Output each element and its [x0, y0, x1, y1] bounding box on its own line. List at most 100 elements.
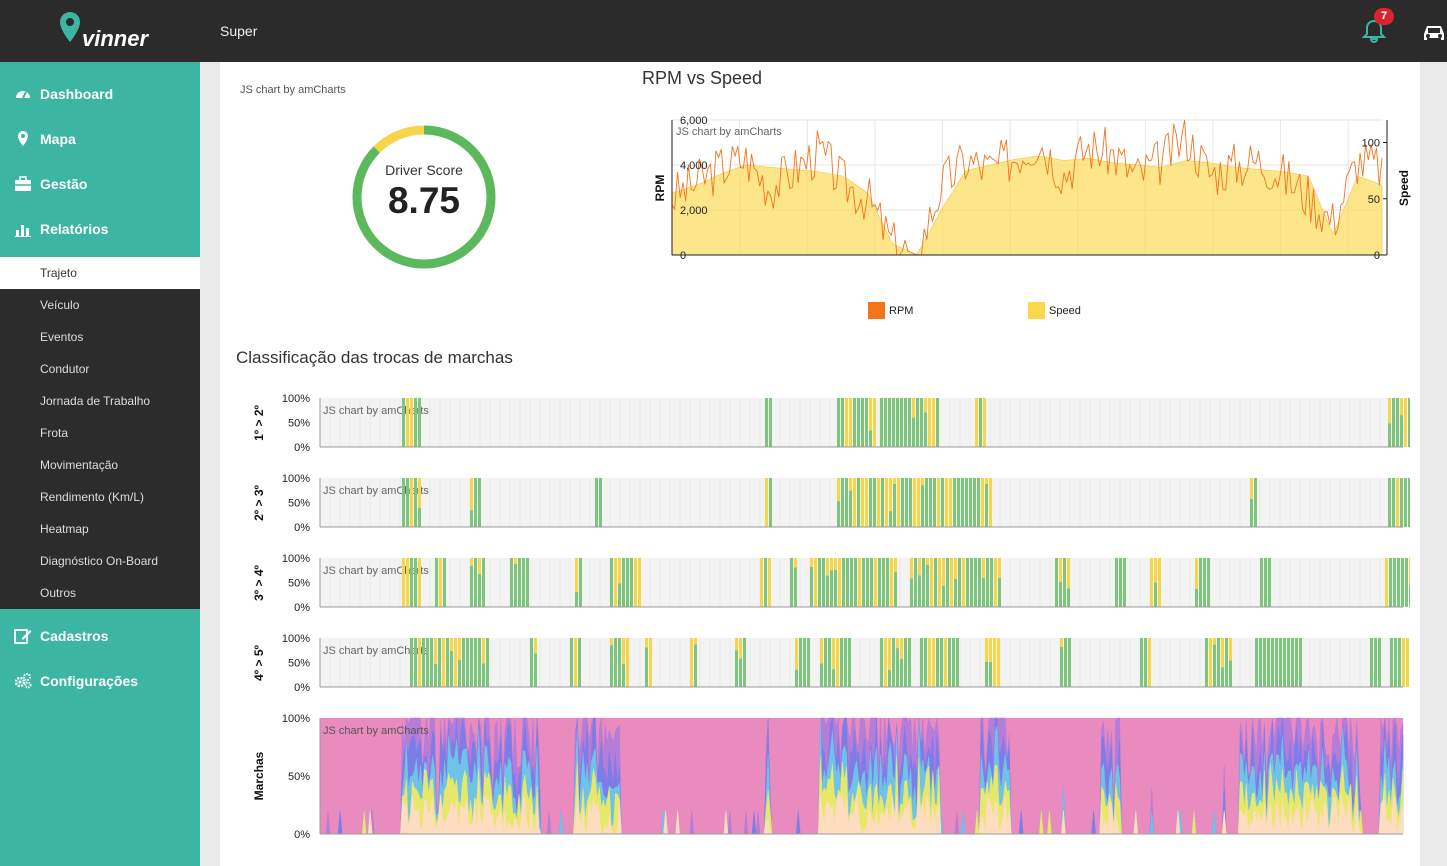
nav-mapa[interactable]: Mapa — [0, 117, 200, 161]
gear-bar — [985, 638, 988, 662]
gear-bar — [470, 638, 473, 687]
gear-bar — [924, 398, 927, 413]
gear-bar — [985, 483, 988, 527]
gear-bar — [414, 558, 417, 607]
gear-bar — [1268, 558, 1271, 607]
gear-bar — [438, 638, 441, 687]
gear-bar — [926, 558, 929, 565]
submenu-frota[interactable]: Frota — [0, 417, 200, 449]
dashboard-icon — [16, 91, 30, 99]
gear-bar — [418, 507, 421, 527]
submenu-condutor[interactable]: Condutor — [0, 353, 200, 385]
gear-bar — [690, 638, 693, 654]
gear-bar — [634, 558, 637, 607]
gear-bar — [932, 638, 935, 687]
gear-bar — [869, 430, 872, 447]
nav-relatorios[interactable]: Relatórios — [0, 207, 200, 251]
gear-tick-label: 50% — [288, 658, 310, 670]
gear-bar — [649, 660, 652, 687]
gear-bar — [942, 558, 945, 586]
submenu-eventos[interactable]: Eventos — [0, 321, 200, 353]
submenu-movimentacao[interactable]: Movimentação — [0, 449, 200, 481]
gear-bar — [799, 638, 802, 687]
gear-bar — [1140, 638, 1143, 687]
gear-bar — [892, 638, 895, 687]
submenu-heatmap[interactable]: Heatmap — [0, 513, 200, 545]
gear-bar — [470, 478, 473, 511]
gear-bar — [470, 510, 473, 527]
legend-speed-label[interactable]: Speed — [1049, 305, 1081, 317]
gear-bar — [1394, 638, 1397, 687]
gear-bar — [1059, 558, 1062, 583]
rpm-tick-label: 4,000 — [680, 160, 708, 172]
gear-bar — [989, 661, 992, 687]
gear-bar — [622, 638, 625, 664]
gear-bar — [958, 558, 961, 607]
gear-bar — [735, 638, 738, 651]
gear-bar — [862, 558, 865, 607]
gear-bar — [1217, 638, 1220, 687]
gear-bar — [1393, 558, 1396, 607]
nav-label: Mapa — [40, 131, 76, 147]
gear-bar — [575, 591, 578, 607]
user-name[interactable]: Super — [220, 23, 258, 39]
gear-bar — [474, 478, 477, 527]
gear-bar — [1397, 558, 1400, 607]
gear-bar — [1207, 558, 1210, 607]
amcharts-credit[interactable]: JS chart by amCharts — [240, 84, 346, 96]
gear-bar — [890, 565, 893, 607]
submenu-veiculo[interactable]: Veículo — [0, 289, 200, 321]
gear-bar — [478, 558, 481, 574]
vinner-logo[interactable]: vinner — [56, 8, 156, 54]
gear-bar — [830, 570, 833, 607]
gear-bar — [961, 478, 964, 527]
nav-dashboard[interactable]: Dashboard — [0, 72, 200, 116]
submenu-trajeto[interactable]: Trajeto — [0, 257, 200, 289]
submenu-outros[interactable]: Outros — [0, 577, 200, 609]
gear-bar — [1067, 558, 1070, 589]
rpm-tick-label: 2,000 — [680, 205, 708, 217]
legend-rpm-label[interactable]: RPM — [889, 305, 914, 317]
gear-bar — [610, 558, 613, 607]
gear-bar — [1267, 638, 1270, 687]
gear-bar — [989, 478, 992, 510]
gear-bar — [929, 478, 932, 527]
gear-bar — [1203, 558, 1206, 607]
gear-bar — [820, 638, 823, 664]
car-icon[interactable] — [1420, 18, 1447, 44]
gear-bar — [1144, 638, 1147, 687]
gear-bar — [406, 478, 409, 527]
gear-bar — [414, 398, 417, 447]
amcharts-credit: JS chart by amCharts — [323, 645, 429, 657]
submenu-diagnostico[interactable]: Diagnóstico On-Board — [0, 545, 200, 577]
gear-bar — [946, 558, 949, 607]
nav-configuracoes[interactable]: Configurações — [0, 659, 200, 703]
gear-bar — [969, 478, 972, 527]
nav-gestao[interactable]: Gestão — [0, 162, 200, 206]
gear-bar — [435, 558, 438, 607]
gear-bar — [414, 478, 417, 527]
gear-bar — [944, 651, 947, 687]
gear-bar — [814, 558, 817, 607]
gear-bar — [1060, 646, 1063, 687]
gear-bar — [890, 558, 893, 566]
gear-bar — [1275, 638, 1278, 687]
gear-bar — [861, 478, 864, 527]
legend-speed-swatch[interactable] — [1028, 302, 1045, 319]
gear-bar — [1229, 660, 1232, 687]
gear-bar — [932, 398, 935, 447]
gear-bar — [885, 478, 888, 527]
gear-bar — [908, 638, 911, 687]
gear-bar — [985, 661, 988, 687]
gear-bar — [849, 490, 852, 527]
gear-bar — [936, 398, 939, 447]
legend-rpm-swatch[interactable] — [868, 302, 885, 319]
gear-tick-label: 0% — [294, 829, 310, 841]
gear-bar — [794, 558, 797, 568]
nav-cadastros[interactable]: Cadastros — [0, 614, 200, 658]
submenu-jornada[interactable]: Jornada de Trabalho — [0, 385, 200, 417]
submenu-rendimento[interactable]: Rendimento (Km/L) — [0, 481, 200, 513]
gear-bar — [518, 558, 521, 607]
gear-tick-label: 0% — [294, 442, 310, 452]
gear-bar — [810, 558, 813, 567]
